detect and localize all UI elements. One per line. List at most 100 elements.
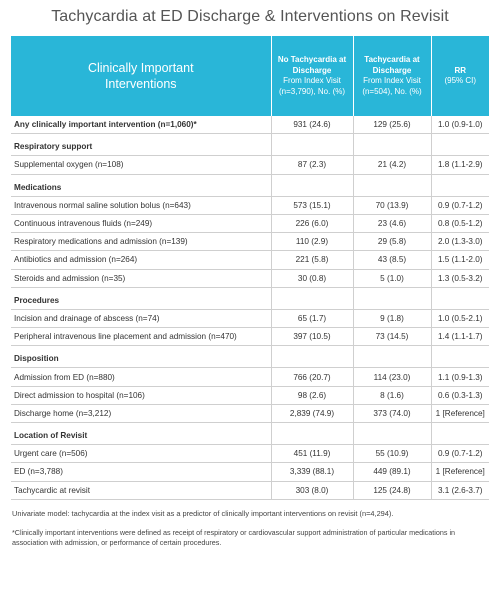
table-row: Intravenous normal saline solution bolus…	[11, 196, 489, 215]
no-tachycardia-value: 110 (2.9)	[271, 232, 354, 252]
no-tachycardia-value: 766 (20.7)	[271, 367, 354, 387]
row-label: Direct admission to hospital (n=106)	[11, 386, 272, 405]
tachycardia-value: 55 (10.9)	[353, 444, 432, 464]
table-row: Tachycardic at revisit 303 (8.0) 125 (24.8…	[11, 481, 489, 500]
section-label: Location of Revisit	[11, 427, 272, 446]
section-header-row: Location of Revisit	[11, 427, 489, 446]
header-interventions: Clinically Important Interventions	[11, 36, 272, 116]
tachycardia-value: 5 (1.0)	[353, 269, 432, 288]
rr-value: 1.1 (0.9-1.3)	[431, 367, 489, 387]
tachycardia-value: 70 (13.9)	[353, 196, 432, 215]
no-tachycardia-value: 303 (8.0)	[271, 481, 354, 500]
section-gap	[11, 287, 489, 292]
rr-value: 0.6 (0.3-1.3)	[431, 386, 489, 405]
no-tachycardia-value: 30 (0.8)	[271, 269, 354, 288]
tachycardia-value: 73 (14.5)	[353, 327, 432, 347]
table-row: Admission from ED (n=880) 766 (20.7) 114 (…	[11, 367, 489, 387]
row-label: Peripheral intravenous line placement an…	[11, 327, 272, 347]
row-label: Supplemental oxygen (n=108)	[11, 155, 272, 175]
rr-value: 1.4 (1.1-1.7)	[431, 327, 489, 347]
rr-value: 2.0 (1.3-3.0)	[431, 232, 489, 252]
rr-value: 1.5 (1.1-2.0)	[431, 250, 489, 270]
table-row: Supplemental oxygen (n=108) 87 (2.3) 21 (4…	[11, 155, 489, 175]
rr-value: 1.8 (1.1-2.9)	[431, 155, 489, 175]
no-tachycardia-value: 931 (24.6)	[271, 116, 354, 135]
row-label: Tachycardic at revisit	[11, 481, 272, 500]
tachycardia-value: 8 (1.6)	[353, 386, 432, 405]
section-gap	[11, 174, 489, 179]
row-label: Intravenous normal saline solution bolus…	[11, 196, 272, 215]
rr-value: 1 [Reference]	[431, 404, 489, 424]
tachycardia-value: 125 (24.8)	[353, 481, 432, 500]
no-tachycardia-value: 3,339 (88.1)	[271, 462, 354, 482]
no-tachycardia-value: 573 (15.1)	[271, 196, 354, 215]
section-gap	[11, 422, 489, 427]
rr-value: 1.0 (0.5-2.1)	[431, 309, 489, 329]
rr-value: 1 [Reference]	[431, 462, 489, 482]
section-gap	[11, 345, 489, 351]
rr-value: 0.9 (0.7-1.2)	[431, 444, 489, 464]
rr-value: 0.8 (0.5-1.2)	[431, 214, 489, 234]
table-row: Any clinically important intervention (n…	[11, 116, 489, 135]
header-rr: RR (95% CI)	[431, 36, 489, 116]
no-tachycardia-value: 221 (5.8)	[271, 250, 354, 270]
row-label: ED (n=3,788)	[11, 462, 272, 482]
tachycardia-value: 43 (8.5)	[353, 250, 432, 270]
table-header-row: Clinically Important Interventions No Ta…	[11, 36, 489, 116]
table-row: Continuous intravenous fluids (n=249) 226…	[11, 214, 489, 234]
tachycardia-value: 23 (4.6)	[353, 214, 432, 234]
table-row: Discharge home (n=3,212) 2,839 (74.9) 373 …	[11, 404, 489, 424]
no-tachycardia-value: 98 (2.6)	[271, 386, 354, 405]
tachycardia-value: 21 (4.2)	[353, 155, 432, 175]
section-label: Procedures	[11, 291, 272, 310]
table-row: Steroids and admission (n=35) 30 (0.8) 5 (…	[11, 269, 489, 288]
section-label: Disposition	[11, 350, 272, 369]
tachycardia-value: 9 (1.8)	[353, 309, 432, 329]
table-row: Respiratory medications and admission (n…	[11, 232, 489, 252]
section-header-row: Respiratory support	[11, 138, 489, 157]
row-label: Admission from ED (n=880)	[11, 367, 272, 387]
rr-value: 0.9 (0.7-1.2)	[431, 196, 489, 215]
row-label: Steroids and admission (n=35)	[11, 269, 272, 288]
rr-value: 1.3 (0.5-3.2)	[431, 269, 489, 288]
row-label: Respiratory medications and admission (n…	[11, 232, 272, 252]
header-no-tachycardia: No Tachycardia at Discharge From Index Vi…	[271, 36, 354, 116]
row-label: Incision and drainage of abscess (n=74)	[11, 309, 272, 329]
section-header-row: Disposition	[11, 350, 489, 369]
no-tachycardia-value: 451 (11.9)	[271, 444, 354, 464]
no-tachycardia-value: 87 (2.3)	[271, 155, 354, 175]
row-label: Continuous intravenous fluids (n=249)	[11, 214, 272, 234]
section-header-row: Procedures	[11, 291, 489, 310]
no-tachycardia-value: 65 (1.7)	[271, 309, 354, 329]
row-label: Antibiotics and admission (n=264)	[11, 250, 272, 270]
section-label: Medications	[11, 178, 272, 197]
section-gap	[11, 133, 489, 139]
table-body: Any clinically important intervention (n…	[11, 116, 489, 500]
table-row: ED (n=3,788) 3,339 (88.1) 449 (89.1) 1 [Ref…	[11, 462, 489, 482]
row-label: Discharge home (n=3,212)	[11, 404, 272, 424]
footnote-definition: *Clinically important interventions were…	[12, 527, 456, 547]
table-row: Peripheral intravenous line placement an…	[11, 327, 489, 347]
table-row: Urgent care (n=506) 451 (11.9) 55 (10.9) 0.…	[11, 444, 489, 464]
row-label: Urgent care (n=506)	[11, 444, 272, 464]
table-row: Antibiotics and admission (n=264) 221 (5.…	[11, 250, 489, 270]
tachycardia-value: 114 (23.0)	[353, 367, 432, 387]
interventions-table: Clinically Important Interventions No Ta…	[11, 36, 489, 500]
footnote-model: Univariate model: tachycardia at the ind…	[12, 508, 394, 518]
rr-value: 3.1 (2.6-3.7)	[431, 481, 489, 500]
no-tachycardia-value: 397 (10.5)	[271, 327, 354, 347]
page-title: Tachycardia at ED Discharge & Interventi…	[51, 8, 449, 25]
row-label: Any clinically important intervention (n…	[11, 116, 272, 135]
tachycardia-value: 29 (5.8)	[353, 232, 432, 252]
no-tachycardia-value: 226 (6.0)	[271, 214, 354, 234]
section-header-row: Medications	[11, 178, 489, 197]
table-row: Incision and drainage of abscess (n=74) 6…	[11, 309, 489, 329]
no-tachycardia-value: 2,839 (74.9)	[271, 404, 354, 424]
rr-value: 1.0 (0.9-1.0)	[431, 116, 489, 135]
header-tachycardia: Tachycardia at Discharge From Index Visit…	[353, 36, 432, 116]
table-row: Direct admission to hospital (n=106) 98 (…	[11, 386, 489, 405]
tachycardia-value: 449 (89.1)	[353, 462, 432, 482]
tachycardia-value: 129 (25.6)	[353, 116, 432, 135]
section-label: Respiratory support	[11, 138, 272, 157]
tachycardia-value: 373 (74.0)	[353, 404, 432, 424]
